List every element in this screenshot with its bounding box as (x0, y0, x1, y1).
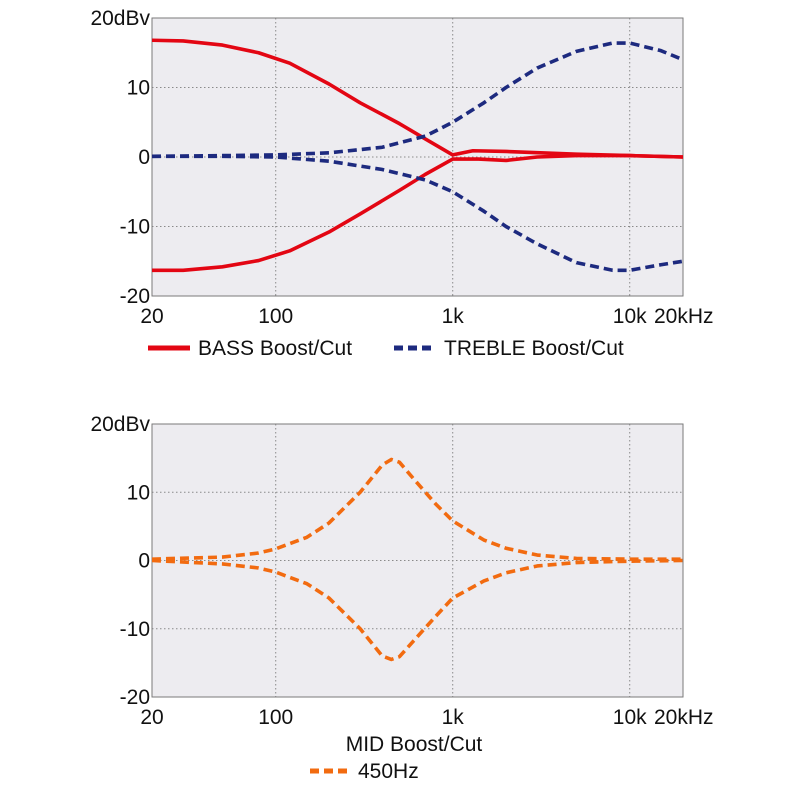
legend-item: BASS Boost/Cut (148, 337, 352, 360)
y-tick-label: 0 (138, 146, 150, 169)
series-line-treble-boost-cut-2 (151, 41, 684, 159)
y-tick-label: -10 (120, 618, 150, 641)
legend: 450Hz (310, 760, 419, 783)
x-tick-label: 1k (442, 305, 465, 328)
series-line-450hz-0 (151, 457, 683, 561)
legend: BASS Boost/Cut TREBLE Boost/Cut (148, 337, 624, 360)
legend-label: 450Hz (358, 760, 419, 783)
x-tick-label: 1k (442, 706, 465, 729)
series-line-bass-boost-cut-0 (151, 38, 684, 159)
series-line-bass-boost-cut-1 (152, 153, 684, 273)
x-tick-label: 20kHz (654, 305, 714, 328)
y-tick-label: 20dBv (90, 7, 150, 30)
legend-label: BASS Boost/Cut (198, 337, 352, 360)
x-tick-label: 100 (258, 706, 293, 729)
y-tick-label: 0 (138, 550, 150, 573)
y-tick-label: -10 (120, 216, 150, 239)
x-axis-label: MID Boost/Cut (346, 733, 483, 756)
x-tick-label: 100 (258, 305, 293, 328)
legend-label: TREBLE Boost/Cut (444, 337, 624, 360)
legend-item: 450Hz (310, 760, 419, 783)
series-line-treble-boost-cut-3 (152, 154, 684, 273)
legend-item: TREBLE Boost/Cut (394, 337, 624, 360)
x-tick-label: 10k (613, 305, 647, 328)
x-tick-label: 20 (140, 305, 163, 328)
x-tick-label: 20 (140, 706, 163, 729)
y-tick-label: 10 (127, 77, 150, 100)
y-tick-label: 10 (127, 481, 150, 504)
y-tick-label: -20 (120, 285, 150, 308)
y-tick-label: -20 (120, 686, 150, 709)
series-line-450hz-1 (151, 558, 684, 662)
y-tick-label: 20dBv (90, 413, 150, 436)
x-tick-label: 20kHz (654, 706, 714, 729)
x-tick-label: 10k (613, 706, 647, 729)
